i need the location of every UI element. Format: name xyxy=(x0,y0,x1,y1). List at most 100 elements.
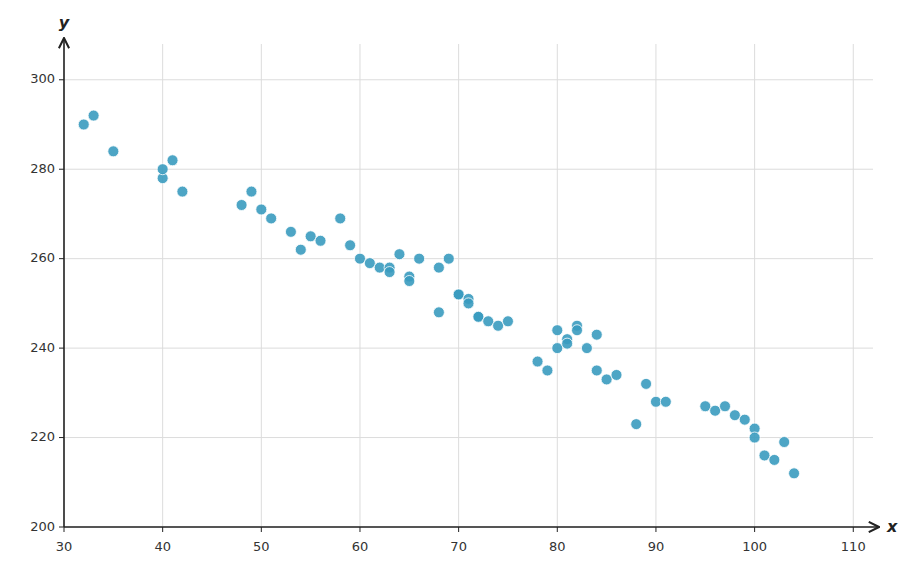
point xyxy=(157,164,168,175)
point xyxy=(739,414,750,425)
point xyxy=(759,450,770,461)
point xyxy=(374,262,385,273)
axes: 30405060708090100110200220240260280300 xyxy=(30,38,879,554)
point xyxy=(641,378,652,389)
point xyxy=(601,374,612,385)
point xyxy=(591,329,602,340)
point xyxy=(335,213,346,224)
x-tick xyxy=(458,527,459,532)
grid-line xyxy=(64,348,873,349)
grid-line xyxy=(64,169,873,170)
point xyxy=(631,419,642,430)
grid-line xyxy=(64,79,873,80)
point xyxy=(433,307,444,318)
point xyxy=(552,343,563,354)
point xyxy=(532,356,543,367)
y-tick xyxy=(59,348,64,349)
point xyxy=(453,289,464,300)
point xyxy=(650,396,661,407)
point xyxy=(177,186,188,197)
y-tick-label: 240 xyxy=(30,340,55,355)
x-tick-label: 80 xyxy=(549,539,566,554)
point xyxy=(483,316,494,327)
point xyxy=(463,298,474,309)
x-tick xyxy=(754,527,755,532)
y-tick-label: 200 xyxy=(30,519,55,534)
point xyxy=(700,401,711,412)
point xyxy=(572,325,583,336)
point xyxy=(354,253,365,264)
x-tick-label: 90 xyxy=(648,539,665,554)
point xyxy=(710,405,721,416)
point xyxy=(789,468,800,479)
point xyxy=(167,155,178,166)
x-tick xyxy=(162,527,163,532)
grid-line xyxy=(557,44,558,527)
point xyxy=(729,410,740,421)
point xyxy=(591,365,602,376)
y-tick xyxy=(59,258,64,259)
y-tick-label: 280 xyxy=(30,161,55,176)
grid-line xyxy=(655,44,656,527)
points xyxy=(78,110,799,479)
point xyxy=(552,325,563,336)
x-tick xyxy=(261,527,262,532)
point xyxy=(364,258,375,269)
point xyxy=(345,240,356,251)
grid-line xyxy=(754,44,755,527)
x-tick xyxy=(64,527,65,532)
grid-line xyxy=(162,44,163,527)
point xyxy=(305,231,316,242)
grid xyxy=(64,44,873,527)
x-tick xyxy=(557,527,558,532)
x-tick-label: 110 xyxy=(841,539,866,554)
grid-line xyxy=(853,44,854,527)
point xyxy=(315,235,326,246)
chart: 30405060708090100110200220240260280300xy xyxy=(0,0,923,577)
point xyxy=(453,289,464,300)
point xyxy=(473,311,484,322)
point xyxy=(394,249,405,260)
y-axis-label: y xyxy=(59,13,70,32)
point xyxy=(720,401,731,412)
x-tick-label: 100 xyxy=(742,539,767,554)
point xyxy=(473,311,484,322)
x-tick-label: 40 xyxy=(154,539,171,554)
y-tick xyxy=(59,437,64,438)
y-tick xyxy=(59,79,64,80)
grid-line xyxy=(261,44,262,527)
point xyxy=(779,437,790,448)
point xyxy=(502,316,513,327)
point xyxy=(769,454,780,465)
point xyxy=(88,110,99,121)
point xyxy=(542,365,553,376)
point xyxy=(493,320,504,331)
x-tick-label: 70 xyxy=(450,539,467,554)
x-tick-label: 50 xyxy=(253,539,270,554)
point xyxy=(414,253,425,264)
grid-line xyxy=(64,258,873,259)
point xyxy=(295,244,306,255)
point xyxy=(404,276,415,287)
point xyxy=(266,213,277,224)
point xyxy=(256,204,267,215)
point xyxy=(108,146,119,157)
x-tick xyxy=(359,527,360,532)
point xyxy=(562,338,573,349)
y-tick-label: 220 xyxy=(30,429,55,444)
point xyxy=(285,226,296,237)
point xyxy=(433,262,444,273)
x-tick-label: 30 xyxy=(56,539,73,554)
point xyxy=(246,186,257,197)
point xyxy=(78,119,89,130)
point xyxy=(749,432,760,443)
grid-line xyxy=(458,44,459,527)
point xyxy=(660,396,671,407)
grid-line xyxy=(359,44,360,527)
point xyxy=(236,200,247,211)
y-tick xyxy=(59,169,64,170)
y-tick-label: 300 xyxy=(30,71,55,86)
y-tick-label: 260 xyxy=(30,250,55,265)
point xyxy=(443,253,454,264)
y-tick xyxy=(59,527,64,528)
